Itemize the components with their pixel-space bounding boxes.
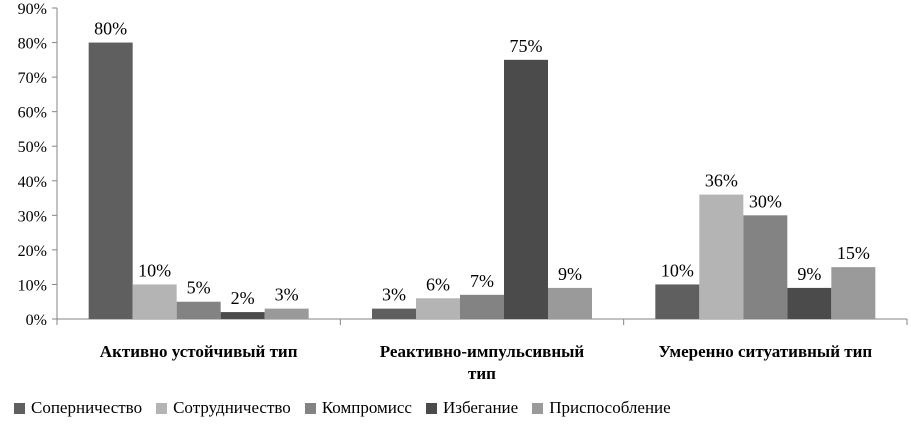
bar (220, 312, 265, 319)
legend-item: Компромисс (304, 398, 412, 418)
bar-chart: 0% 10% 20% 30% 40% 50% 60% 70% 80% 90% 80% 10% 5% 2%… (18, 1, 908, 383)
data-label: 9% (797, 264, 821, 284)
category-label: тип (468, 364, 496, 383)
y-tick-label: 20% (18, 243, 47, 260)
y-tick-label: 30% (18, 208, 47, 225)
data-label: 6% (426, 274, 450, 294)
bar (743, 215, 788, 319)
data-label: 36% (705, 171, 738, 191)
bar (88, 42, 133, 320)
chart-legend: Соперничество Сотрудничество Компромисс Изб… (14, 398, 685, 418)
bar (416, 298, 460, 319)
data-label: 3% (382, 285, 406, 305)
data-label: 15% (837, 243, 870, 263)
legend-swatch (304, 402, 316, 414)
data-label: 80% (94, 19, 127, 39)
data-label: 30% (749, 191, 782, 211)
legend-swatch (156, 402, 168, 414)
legend-swatch (14, 402, 25, 414)
bar (699, 194, 744, 319)
legend-label: Компромисс (321, 398, 412, 417)
legend-item: Избегание (425, 398, 519, 418)
y-tick-label: 90% (18, 1, 47, 18)
bar (460, 294, 504, 319)
category-label: Активно устойчивый тип (100, 342, 298, 361)
bar (831, 267, 876, 319)
chart-bars (88, 42, 876, 320)
chart-category-labels: Активно устойчивый тип Реактивно-импульси… (100, 342, 873, 383)
bar (504, 59, 548, 319)
data-label: 10% (661, 260, 694, 280)
y-tick-label: 0% (26, 312, 47, 329)
chart-data-labels: 80% 10% 5% 2% 3% 3% 6% 7% 75% 9% 10% 36% 30% 9% 15% (94, 19, 870, 309)
y-tick-label: 10% (18, 277, 47, 294)
legend-swatch (425, 402, 437, 414)
bar (548, 287, 592, 319)
legend-item: Сотрудничество (156, 398, 291, 418)
data-label: 5% (187, 278, 211, 298)
y-tick-label: 80% (18, 36, 47, 53)
data-label: 75% (510, 36, 543, 56)
y-tick-label: 70% (18, 70, 47, 87)
data-label: 7% (470, 271, 494, 291)
bar (655, 284, 700, 319)
legend-swatch (532, 402, 544, 414)
legend-item: Приспособление (532, 398, 671, 418)
category-label: Реактивно-импульсивный (380, 342, 585, 361)
category-label: Умеренно ситуативный тип (658, 342, 872, 361)
data-label: 10% (138, 260, 171, 280)
bar (132, 284, 177, 319)
y-tick-label: 40% (18, 174, 47, 191)
legend-label: Сотрудничество (173, 398, 291, 417)
legend-label: Приспособление (549, 398, 671, 417)
bar (176, 301, 221, 319)
legend-item: Соперничество (14, 398, 142, 418)
data-label: 3% (275, 285, 299, 305)
bar (372, 308, 416, 319)
legend-label: Избегание (442, 398, 519, 417)
y-tick-label: 60% (18, 105, 47, 122)
bar (264, 308, 309, 319)
data-label: 2% (231, 288, 255, 308)
data-label: 9% (558, 264, 582, 284)
legend-label: Соперничество (31, 398, 143, 417)
bar (787, 287, 832, 319)
y-tick-label: 50% (18, 139, 47, 156)
